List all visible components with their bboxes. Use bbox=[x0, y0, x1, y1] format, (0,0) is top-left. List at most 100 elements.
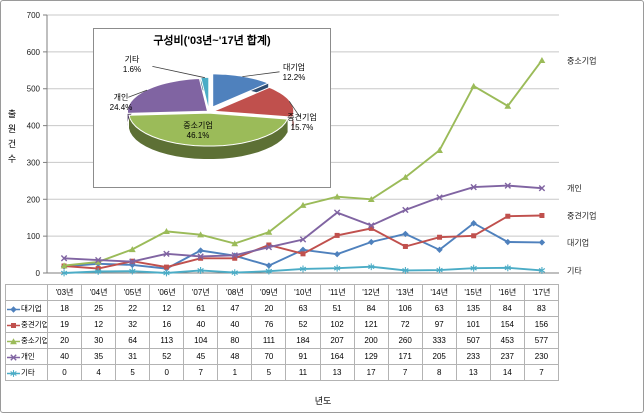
marker-triangle bbox=[231, 240, 239, 247]
series-legend-cell: 개인 bbox=[5, 348, 48, 365]
value-cell: 16 bbox=[149, 316, 185, 333]
series-end-label: 기타 bbox=[567, 266, 582, 275]
value-cell: 45 bbox=[183, 348, 219, 365]
marker-square bbox=[334, 232, 340, 238]
marker-square bbox=[266, 242, 272, 248]
y-tick-label: 100 bbox=[27, 232, 41, 241]
series-legend-cell: 대기업 bbox=[5, 300, 48, 317]
y-tick-label: 0 bbox=[36, 269, 41, 278]
marker-x bbox=[197, 253, 204, 260]
marker-asterisk bbox=[538, 267, 546, 274]
value-cell: 156 bbox=[523, 316, 560, 333]
table-row: 중소기업 20 30 64 113 104 80 111 184 207 200 260 333 507 4… bbox=[5, 332, 560, 349]
series-end-label: 대기업 bbox=[567, 238, 589, 247]
pie-slice-label: 대기업 12.2% bbox=[283, 63, 306, 82]
value-cell: 5 bbox=[251, 364, 287, 381]
value-cell: 20 bbox=[46, 332, 83, 349]
marker-square bbox=[232, 255, 238, 261]
marker-asterisk bbox=[333, 264, 341, 272]
y-axis-title-char: 건 bbox=[7, 139, 17, 149]
value-cell: 47 bbox=[217, 300, 253, 317]
value-cell: 30 bbox=[81, 332, 117, 349]
year-header-cell: '09년 bbox=[251, 284, 287, 301]
value-cell: 12 bbox=[81, 316, 117, 333]
value-cell: 97 bbox=[421, 316, 457, 333]
year-header-cell: '06년 bbox=[149, 284, 185, 301]
series-group-2: 중소기업 bbox=[60, 56, 596, 269]
marker-triangle bbox=[367, 195, 375, 202]
value-cell: 61 bbox=[183, 300, 219, 317]
value-cell: 91 bbox=[285, 348, 321, 365]
marker-asterisk bbox=[94, 268, 102, 275]
marker-square bbox=[505, 213, 511, 219]
value-cell: 333 bbox=[421, 332, 457, 349]
value-cell: 1 bbox=[217, 364, 253, 381]
series-end-label: 중견기업 bbox=[567, 211, 596, 221]
marker-x bbox=[299, 236, 307, 243]
value-cell: 507 bbox=[455, 332, 491, 349]
y-axis-title-char: 수 bbox=[7, 154, 17, 164]
value-cell: 40 bbox=[217, 316, 253, 333]
y-tick-label: 700 bbox=[27, 11, 41, 20]
y-tick-label: 200 bbox=[27, 195, 41, 204]
legend-marker-icon bbox=[7, 305, 20, 313]
series-legend-cell: 중소기업 bbox=[5, 332, 48, 349]
year-header-cell: '03년 bbox=[46, 284, 83, 301]
marker-triangle bbox=[333, 193, 341, 200]
pie-chart: 대기업 12.2% 중견기업 15.7% 중소기업 46.1% 개인 24.4% 기타 1.6% bbox=[110, 55, 317, 159]
value-cell: 104 bbox=[183, 332, 219, 349]
marker-triangle bbox=[538, 57, 546, 64]
pie-leader-line bbox=[128, 89, 148, 98]
value-cell: 52 bbox=[149, 348, 185, 365]
value-cell: 18 bbox=[46, 300, 83, 317]
value-cell: 35 bbox=[81, 348, 117, 365]
year-header-cell: '11년 bbox=[319, 284, 355, 301]
pie-leader-line bbox=[288, 100, 299, 115]
marker-asterisk bbox=[10, 369, 17, 377]
marker-square bbox=[11, 322, 16, 328]
marker-x bbox=[10, 353, 17, 361]
value-cell: 0 bbox=[46, 364, 83, 381]
marker-x bbox=[333, 209, 341, 216]
marker-triangle bbox=[470, 82, 478, 89]
marker-asterisk bbox=[129, 267, 136, 275]
value-cell: 184 bbox=[285, 332, 321, 349]
marker-square bbox=[437, 234, 443, 240]
marker-diamond bbox=[10, 305, 17, 313]
legend-marker-icon bbox=[7, 369, 20, 377]
marker-diamond bbox=[197, 247, 204, 254]
marker-square bbox=[402, 243, 408, 249]
year-header-cell: '05년 bbox=[115, 284, 151, 301]
marker-triangle bbox=[299, 201, 307, 208]
year-header-cell: '14년 bbox=[421, 284, 457, 301]
value-cell: 22 bbox=[115, 300, 151, 317]
value-cell: 7 bbox=[183, 364, 219, 381]
value-cell: 205 bbox=[421, 348, 457, 365]
value-cell: 4 bbox=[81, 364, 117, 381]
x-axis-title: 년도 bbox=[314, 396, 332, 406]
marker-triangle bbox=[94, 258, 102, 265]
series-legend-cell: 기타 bbox=[5, 364, 48, 381]
marker-asterisk bbox=[368, 263, 375, 271]
marker-asterisk bbox=[60, 269, 68, 277]
value-cell: 164 bbox=[319, 348, 355, 365]
table-row: 개인 40 35 31 52 45 48 70 91 164 129 171 205 233 237 230 bbox=[5, 348, 560, 365]
value-cell: 7 bbox=[387, 364, 423, 381]
year-header-cell: '04년 bbox=[81, 284, 117, 301]
series-name: 대기업 bbox=[21, 304, 42, 313]
value-cell: 14 bbox=[489, 364, 525, 381]
series-end-label: 중소기업 bbox=[567, 56, 596, 65]
marker-x bbox=[538, 185, 546, 192]
y-axis-title-char: 원 bbox=[7, 124, 17, 134]
marker-diamond bbox=[504, 238, 511, 246]
value-cell: 32 bbox=[115, 316, 151, 333]
value-cell: 76 bbox=[251, 316, 287, 333]
value-cell: 13 bbox=[319, 364, 355, 381]
marker-x bbox=[402, 206, 409, 214]
marker-asterisk bbox=[470, 264, 477, 272]
marker-triangle bbox=[163, 228, 170, 235]
pie-slice-label: 중소기업 46.1% bbox=[183, 121, 212, 140]
pie-slice-side bbox=[129, 115, 288, 159]
value-cell: 70 bbox=[251, 348, 287, 365]
marker-x bbox=[504, 182, 511, 189]
